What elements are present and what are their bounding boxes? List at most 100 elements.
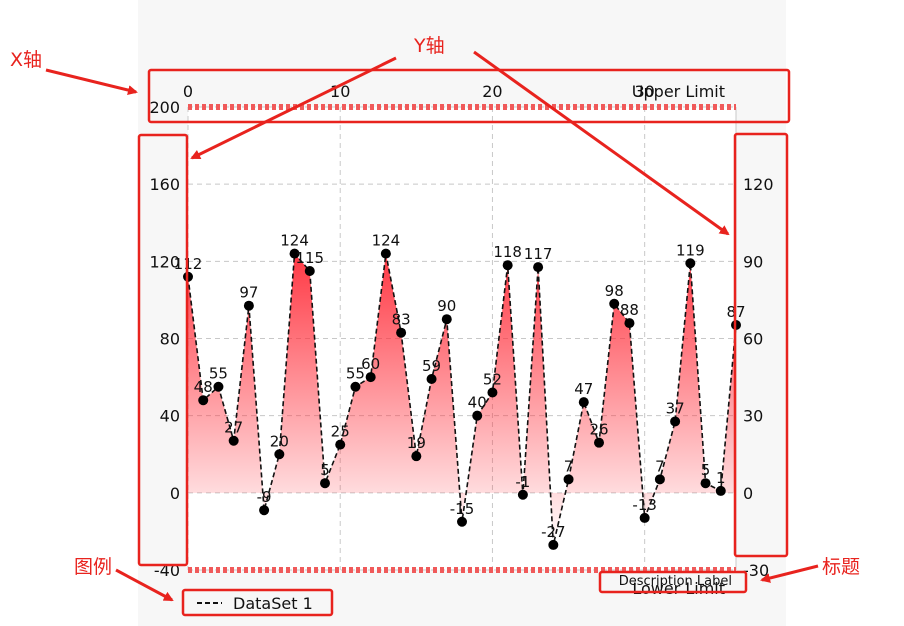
data-label: -27 <box>541 523 566 541</box>
data-label: 59 <box>422 357 441 375</box>
data-point <box>411 451 422 462</box>
data-label: 5 <box>320 461 330 479</box>
data-point <box>289 248 300 259</box>
data-label: 83 <box>392 311 411 329</box>
data-point <box>502 260 513 271</box>
y-right-tick-label: 30 <box>743 407 763 426</box>
data-label: 55 <box>209 365 228 383</box>
data-label: 88 <box>620 301 639 319</box>
legend-arrow <box>115 568 174 602</box>
limit-label: Upper Limit <box>632 82 725 101</box>
data-label: 97 <box>239 284 258 302</box>
data-label: 7 <box>564 457 574 475</box>
legend-annotation: 图例 <box>74 556 112 578</box>
y-left-tick-label: 200 <box>149 98 180 117</box>
y-axis-annotation: Y轴 <box>413 35 445 57</box>
y-right-tick-label: 120 <box>743 175 774 194</box>
data-point <box>335 439 346 450</box>
data-point <box>472 410 483 421</box>
data-label: 1 <box>716 469 726 487</box>
series-area-fill <box>188 253 736 545</box>
data-label: 98 <box>605 282 624 300</box>
data-point <box>213 381 224 392</box>
y-left-tick-label: 80 <box>160 330 180 349</box>
annotation-arrows <box>45 50 819 602</box>
data-label: 40 <box>468 394 487 412</box>
y-left-tick-label: 0 <box>170 484 180 503</box>
data-label: 5 <box>701 461 711 479</box>
data-label: 90 <box>437 297 456 315</box>
data-point <box>670 416 681 427</box>
x-tick-label: 0 <box>183 82 193 101</box>
data-point <box>259 505 270 516</box>
data-label: 124 <box>372 232 401 250</box>
y-axis-arrow-left <box>190 56 397 160</box>
y-left-tick-label: 40 <box>160 407 180 426</box>
data-point <box>594 437 604 448</box>
y-right-highlight-box <box>733 132 789 558</box>
y-axis-arrow-right <box>473 50 730 236</box>
data-point <box>320 478 330 489</box>
data-point <box>715 485 726 496</box>
y-left-tick-label: 120 <box>149 252 180 271</box>
data-point <box>441 314 452 325</box>
data-label: 47 <box>574 380 593 398</box>
data-label: 55 <box>346 365 365 383</box>
data-point <box>274 449 285 460</box>
data-label: 115 <box>295 249 324 267</box>
title-annotation: 标题 <box>822 556 860 578</box>
data-point <box>533 262 544 273</box>
data-point <box>350 381 361 392</box>
data-point <box>548 539 559 550</box>
data-point <box>426 374 437 385</box>
data-label: 27 <box>224 419 243 437</box>
data-point <box>198 395 209 406</box>
data-label: 124 <box>280 232 309 250</box>
data-label: 7 <box>655 457 665 475</box>
data-label: 117 <box>524 245 553 263</box>
data-label: 25 <box>331 423 350 441</box>
data-label: -1 <box>515 473 530 491</box>
data-point <box>228 435 239 446</box>
data-point <box>457 516 467 527</box>
data-point <box>365 372 376 383</box>
data-label: -9 <box>257 488 272 506</box>
data-label: 52 <box>483 371 502 389</box>
x-axis-arrow <box>45 68 138 95</box>
y-left-highlight-box <box>137 133 189 567</box>
data-point <box>380 248 391 259</box>
data-point <box>396 327 407 338</box>
data-labels: 11248552797-920124115525556012483195990-… <box>174 232 746 541</box>
data-point <box>639 512 650 523</box>
limit-lines <box>188 104 736 573</box>
data-label: -15 <box>450 500 475 518</box>
y-left-tick-label: 160 <box>149 175 180 194</box>
legend-entry: DataSet 1 <box>233 594 313 613</box>
annotation-overlay <box>137 68 791 617</box>
data-label: 20 <box>270 432 289 450</box>
x-axis-annotation: X轴 <box>10 49 42 71</box>
x-tick-label: 20 <box>482 82 502 101</box>
data-label: 118 <box>493 243 522 261</box>
data-point <box>563 474 574 485</box>
data-point <box>243 300 254 311</box>
data-point <box>578 397 589 408</box>
data-point <box>609 298 620 309</box>
data-label: -13 <box>632 496 657 514</box>
legend-highlight-box <box>181 588 334 617</box>
data-point <box>487 387 498 398</box>
description-label: Description Label <box>619 574 732 589</box>
data-point <box>517 489 528 500</box>
data-point <box>685 258 696 269</box>
data-label: 119 <box>676 241 705 259</box>
x-axis-highlight-box <box>147 68 791 124</box>
y-right-tick-label: 0 <box>743 484 753 503</box>
data-point <box>700 478 711 489</box>
data-label: 48 <box>194 378 213 396</box>
data-point <box>304 265 315 276</box>
title-arrow <box>760 564 819 583</box>
legend: DataSet 1 <box>197 594 313 613</box>
